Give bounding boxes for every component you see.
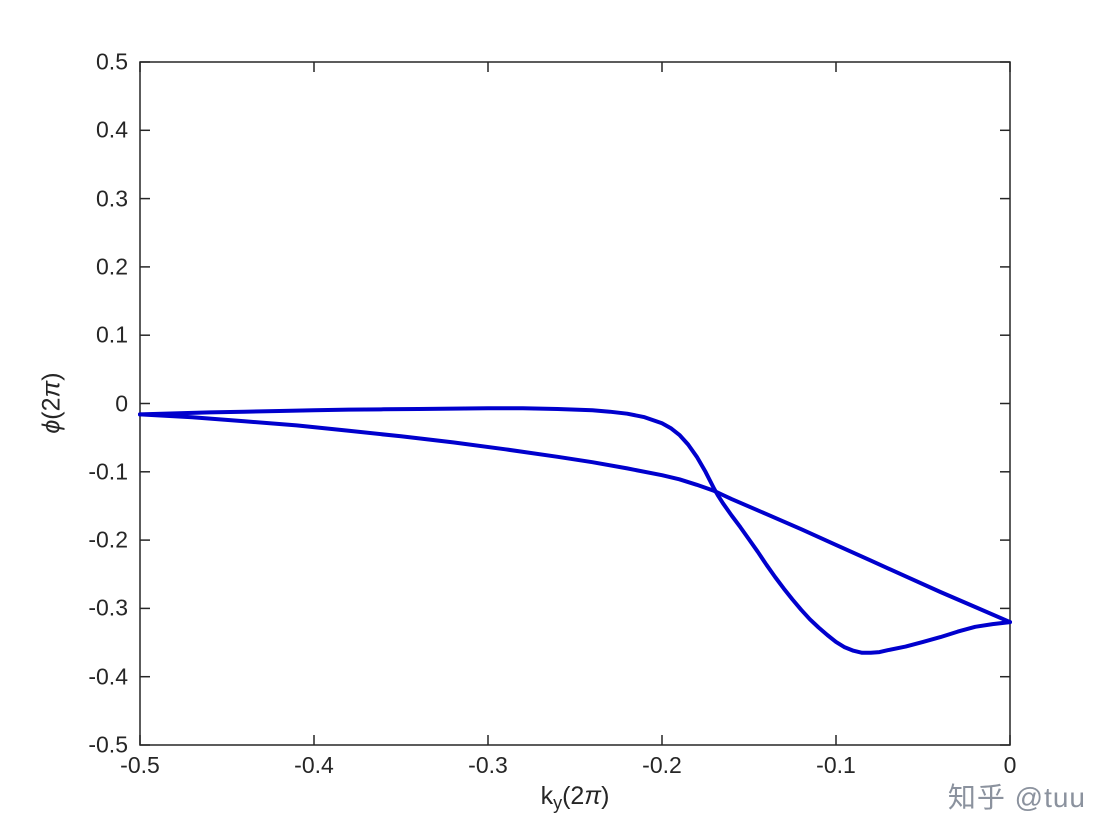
watermark: 知乎 @tuu xyxy=(947,782,1086,813)
series-upper-branch xyxy=(138,406,1012,655)
y-tick-label: -0.1 xyxy=(88,458,128,485)
phi-symbol: ϕ xyxy=(37,419,66,434)
y-axis-label-close: ) xyxy=(37,372,66,381)
pi-symbol: π xyxy=(37,380,66,398)
axes-box xyxy=(139,61,1011,746)
x-tick-label: -0.3 xyxy=(468,752,508,778)
y-tick-label: 0.1 xyxy=(96,321,128,348)
pi-symbol: π xyxy=(584,782,602,810)
x-tick-label: -0.1 xyxy=(816,752,856,778)
y-tick-label: -0.3 xyxy=(88,594,128,621)
x-tick-label: -0.4 xyxy=(294,752,334,778)
x-tick-label: 0 xyxy=(1003,752,1017,778)
x-axis-label-main: k xyxy=(540,782,554,810)
y-axis-label-open: (2 xyxy=(37,397,66,420)
y-axis-label: ϕ(2π) xyxy=(38,372,67,433)
x-tick-label: -0.5 xyxy=(120,752,160,778)
y-tick-label: 0.4 xyxy=(96,116,128,143)
y-tick-label: -0.4 xyxy=(88,663,128,690)
y-tick-label: 0.3 xyxy=(96,185,128,212)
y-tick-label: 0.5 xyxy=(96,48,128,75)
x-tick-label: -0.2 xyxy=(642,752,682,778)
series-lower-branch xyxy=(138,412,1012,625)
x-axis-label-close: ) xyxy=(601,782,610,810)
x-axis-label-open: (2 xyxy=(562,782,585,810)
y-tick-label: 0 xyxy=(115,390,128,416)
y-tick-label: -0.2 xyxy=(88,526,128,553)
y-tick-label: 0.2 xyxy=(96,253,128,280)
x-axis-label-sub: y xyxy=(553,793,563,814)
x-axis-label: ky(2π) xyxy=(540,782,610,814)
y-tick-label: -0.5 xyxy=(88,731,128,758)
